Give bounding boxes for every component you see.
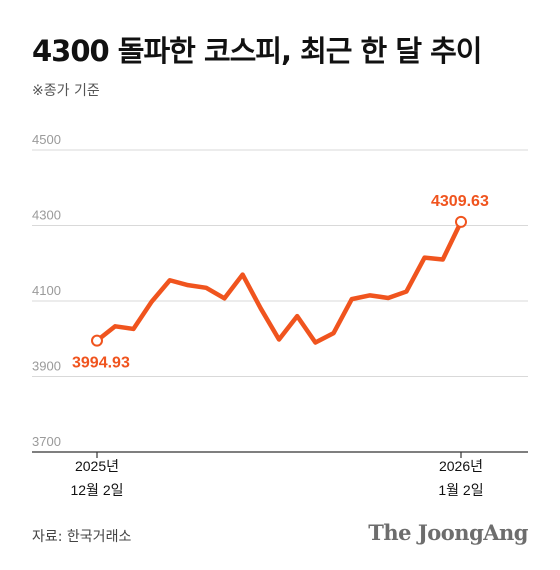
y-tick-label: 4500 (32, 132, 61, 147)
series-line (94, 219, 464, 345)
y-tick-label: 4100 (32, 283, 61, 298)
y-tick-label: 3700 (32, 434, 61, 449)
y-tick-label: 3900 (32, 359, 61, 374)
source-note: 자료: 한국거래소 (32, 529, 132, 545)
brand-logo: The JoongAng (368, 520, 528, 545)
y-tick-label: 4300 (32, 208, 61, 223)
chart-title: 4300 돌파한 코스피, 최근 한 달 추이 (32, 34, 482, 68)
data-point-marker (91, 334, 103, 347)
data-label: 4309.63 (431, 193, 489, 210)
data-point-marker (455, 215, 467, 228)
chart-subtitle: ※종가 기준 (32, 83, 100, 99)
x-tick-label: 12월 2일 (70, 482, 123, 498)
data-label: 3994.93 (72, 355, 130, 372)
x-tick-label: 1월 2일 (438, 482, 483, 498)
x-tick-label: 2025년 (75, 458, 119, 474)
x-tick-label: 2026년 (439, 458, 483, 474)
